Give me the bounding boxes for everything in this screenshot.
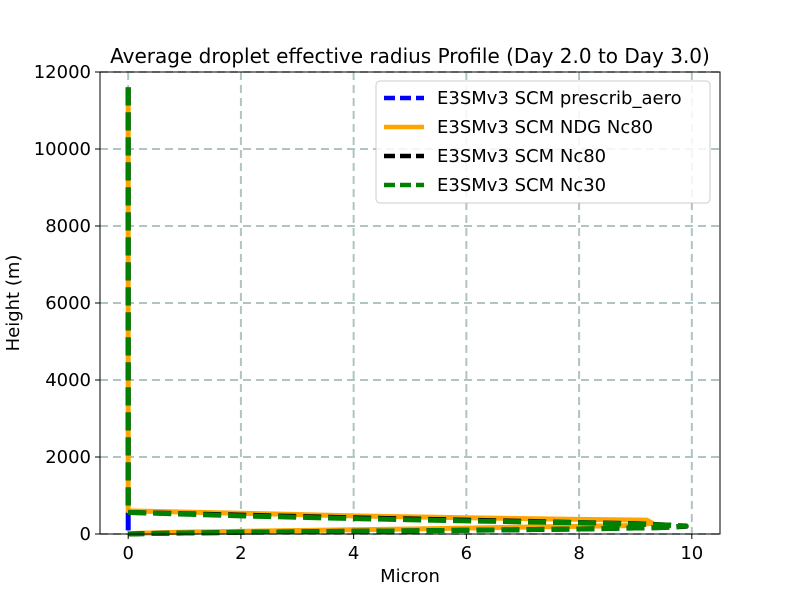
x-axis-label: Micron [380, 566, 440, 587]
y-tick-label: 8000 [45, 216, 91, 237]
x-tick-label: 0 [122, 543, 133, 564]
y-tick-label: 0 [80, 524, 91, 545]
x-tick-label: 6 [461, 543, 472, 564]
x-tick-label: 8 [573, 543, 584, 564]
series-line-e3smv3-scm-nc30 [125, 87, 689, 537]
y-tick-label: 4000 [45, 370, 91, 391]
y-tick-label: 6000 [45, 293, 91, 314]
chart-title: Average droplet effective radius Profile… [110, 44, 710, 68]
legend-label-ndg-nc80: E3SMv3 SCM NDG Nc80 [437, 117, 653, 138]
series-lines [125, 87, 689, 537]
legend-label-prescrib-aero: E3SMv3 SCM prescrib_aero [437, 88, 682, 109]
x-tick-label: 4 [348, 543, 359, 564]
y-tick-label: 10000 [34, 139, 91, 160]
x-tick-label: 2 [235, 543, 246, 564]
legend-box [375, 80, 711, 204]
y-tick-label: 12000 [34, 62, 91, 83]
legend: E3SMv3 SCM prescrib_aero E3SMv3 SCM NDG … [375, 80, 711, 204]
y-tick-label: 2000 [45, 447, 91, 468]
y-axis-label: Height (m) [3, 255, 24, 352]
legend-label-nc80: E3SMv3 SCM Nc80 [437, 146, 606, 167]
axis-ticks: 0 2 4 6 8 10 0 2000 4000 6000 8000 10000 12000 [34, 62, 704, 564]
x-tick-label: 10 [680, 543, 703, 564]
legend-label-nc30: E3SMv3 SCM Nc30 [437, 175, 606, 196]
